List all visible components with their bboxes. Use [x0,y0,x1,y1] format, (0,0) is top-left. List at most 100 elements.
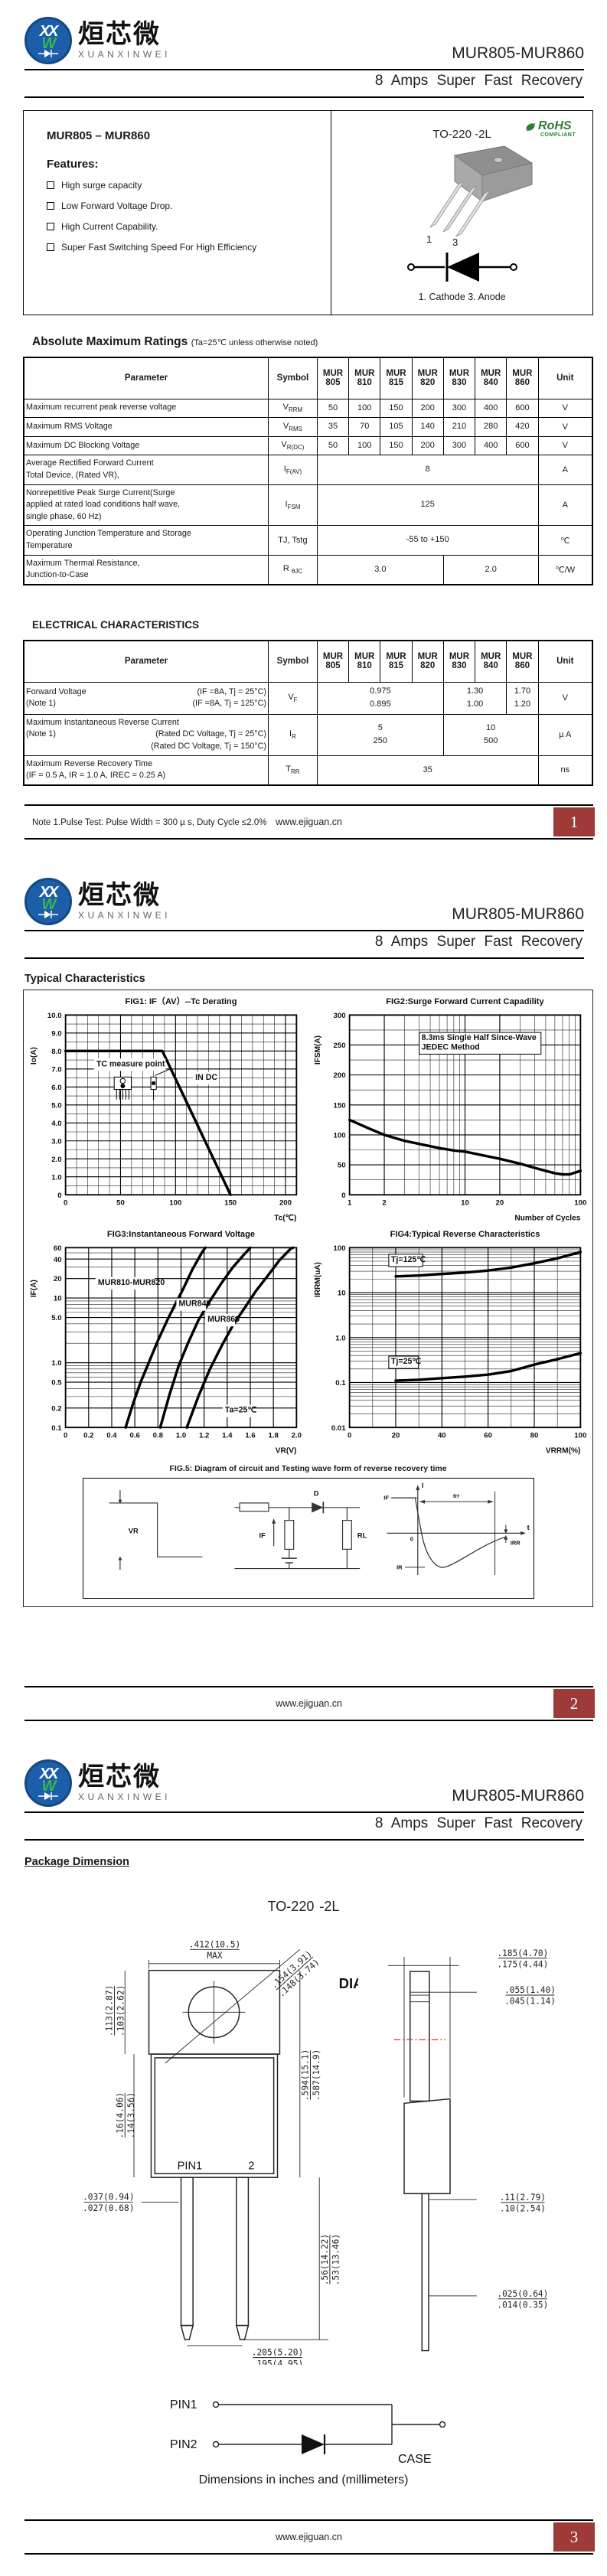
value-cell: 105 [380,417,413,437]
svg-text:VR: VR [128,1528,138,1535]
svg-text:5.0: 5.0 [51,1314,61,1322]
svg-text:0.2: 0.2 [83,1431,93,1440]
column-header: Symbol [267,640,318,683]
svg-text:1.0: 1.0 [335,1334,345,1342]
unit-cell: V [537,435,593,456]
svg-text:JEDEC Method: JEDEC Method [421,1042,479,1052]
unit-cell: V [537,398,593,419]
website-link[interactable]: www.ejiguan.cn [276,817,342,827]
svg-text:.56(14.22): .56(14.22) [320,2234,330,2286]
svg-text:60: 60 [54,1244,62,1253]
table-row: Maximum Thermal Resistance, Junction-to-C… [23,554,593,585]
typical-characteristics-title: Typical Characteristics [24,973,145,985]
svg-text:CASE: CASE [398,2453,432,2466]
dimension-label: .037(0.94).027(0.68) [83,2193,135,2214]
value-cell: 420 [506,417,539,437]
symbol-cell: VRMS [267,417,318,437]
svg-text:Ta=25℃: Ta=25℃ [225,1405,257,1414]
svg-text:D: D [313,1490,318,1498]
svg-text:1.6: 1.6 [245,1431,255,1440]
logo-w-text: W [41,35,57,52]
value-cell: 140 [411,417,444,437]
parameter-cell: Maximum Thermal Resistance, Junction-to-C… [23,554,269,585]
footer-rule-top [24,804,593,806]
header-rule-top [24,1811,584,1813]
svg-text:PIN1: PIN1 [170,2398,197,2411]
svg-text:1.4: 1.4 [222,1431,233,1440]
datasheet-page-2: XX W 烜芯微 XUANXINWEI MUR805-MUR860 8 Amps… [0,861,607,1743]
ec-title: ELECTRICAL CHARACTERISTICS [32,619,200,631]
value-cell: 150 [380,435,413,456]
value-cell: 50 [316,435,350,456]
fig1-svg: 0 50 100 150 200 0 1.0 2.0 3.0 4.0 5.0 6.0 7.0 8.0 9.0… [30,996,298,1223]
dimension-label: .11(2.79).10(2.54) [500,2193,546,2214]
pin3-number: 3 [452,236,458,247]
svg-text:300: 300 [333,1012,345,1020]
package-type-label: TO-220 -2L [267,1899,340,1914]
symbol-cell: TJ, Tstg [267,525,318,556]
dimension-drawings: PIN1 2 DIA .113(2.87).103(2.62) .412(10.5) MA… [0,1927,607,2379]
rohs-badge: RoHS COMPLIANT [525,120,582,138]
column-header: MUR 840 [475,357,507,399]
fig3-svg: 0 0.2 0.4 0.6 0.8 1.0 1.2 1.4 1.6 1.8 2.0 60 40 20 10 5… [30,1230,302,1455]
company-logo: XX W 烜芯微 XUANXINWEI [24,17,171,64]
logo-xxw-icon: XX W [24,878,72,925]
svg-text:2: 2 [382,1198,386,1207]
feature-text: High Current Capability. [61,221,158,232]
svg-text:.10(2.54): .10(2.54) [500,2204,546,2214]
svg-text:40: 40 [54,1255,62,1264]
dimension-label: .16(4.06) .14(3.56) [115,2092,136,2139]
svg-text:IF(A): IF(A) [30,1280,38,1297]
svg-text:2.0: 2.0 [51,1156,61,1164]
series-Tj=25℃ [393,1352,582,1382]
table-row: Operating Junction Temperature and Stora… [23,525,593,556]
website-link[interactable]: www.ejiguan.cn [276,1698,342,1709]
svg-text:10.0: 10.0 [47,1012,62,1020]
svg-text:150: 150 [224,1198,237,1207]
value-cell: 0.975 0.895 [316,681,444,715]
datasheet-page-3: XX W 烜芯微 XUANXINWEI MUR805-MUR860 8 Amps… [0,1743,607,2576]
svg-text:1: 1 [347,1198,351,1207]
svg-text:MUR810-MUR820: MUR810-MUR820 [98,1278,165,1287]
svg-text:PIN2: PIN2 [170,2438,197,2451]
svg-text:2.0: 2.0 [292,1431,302,1440]
svg-text:8.3ms Single Half Since-Wave: 8.3ms Single Half Since-Wave [421,1033,536,1042]
value-cell: 400 [475,398,507,419]
value-cell: 5 250 [316,713,444,756]
svg-text:I: I [421,1482,423,1489]
column-header: Parameter [23,640,269,683]
parameter-cell: Maximum RMS Voltage [23,417,269,437]
table-row: Average Rectified Forward Current Total D… [23,455,593,485]
svg-text:FIG4:Typical Reverse Character: FIG4:Typical Reverse Characteristics [390,1230,540,1239]
dimension-label: .205(5.20).195(4.95) [252,2348,304,2369]
svg-text:.53(13.46): .53(13.46) [331,2234,341,2286]
side-view-svg: .185(4.70).175(4.44) .055(1.40) .045(1.14)… [387,1948,556,2352]
diode-icon [38,50,58,57]
svg-text:0.2: 0.2 [51,1404,61,1413]
unit-cell: ℃ [537,525,593,556]
svg-text:FIG1: IF（AV）--Tc Derating: FIG1: IF（AV）--Tc Derating [125,996,237,1006]
svg-text:4.0: 4.0 [51,1120,61,1128]
brand-name-cn: 烜芯微 [78,880,161,910]
column-header: MUR 805 [316,357,350,399]
parameter-cell: Operating Junction Temperature and Stora… [23,525,269,556]
svg-text:200: 200 [333,1071,345,1080]
svg-text:0: 0 [64,1198,67,1207]
value-cell: 600 [506,435,539,456]
svg-text:3.0: 3.0 [51,1137,61,1146]
svg-text:0.1: 0.1 [335,1379,346,1387]
column-header: MUR 805 [316,640,350,683]
svg-text:50: 50 [116,1198,125,1207]
svg-text:0: 0 [57,1192,61,1200]
website-link[interactable]: www.ejiguan.cn [276,2532,342,2542]
dimension-label: .412(10.5) MAX [189,1939,241,1961]
parameter-cell: Maximum DC Blocking Voltage [23,435,269,456]
value-cell: 10 500 [442,713,539,756]
logo-xx-text: XX [39,23,59,40]
package-name: TO-220 -2L [432,128,491,141]
fig1-derating-chart: 0 50 100 150 200 0 1.0 2.0 3.0 4.0 5.0 6.0 7.0 8.0 9.0… [27,995,306,1224]
parameter-cell: Maximum Reverse Recovery Time (IF = 0.5 A… [23,755,269,786]
table-row: Maximum Instantaneous Reverse Current (No… [23,713,593,756]
side-view-drawing: .185(4.70) .175(4.44) .055(1.40) .045(1.14)… [358,1927,596,2375]
unit-cell: V [537,417,593,437]
